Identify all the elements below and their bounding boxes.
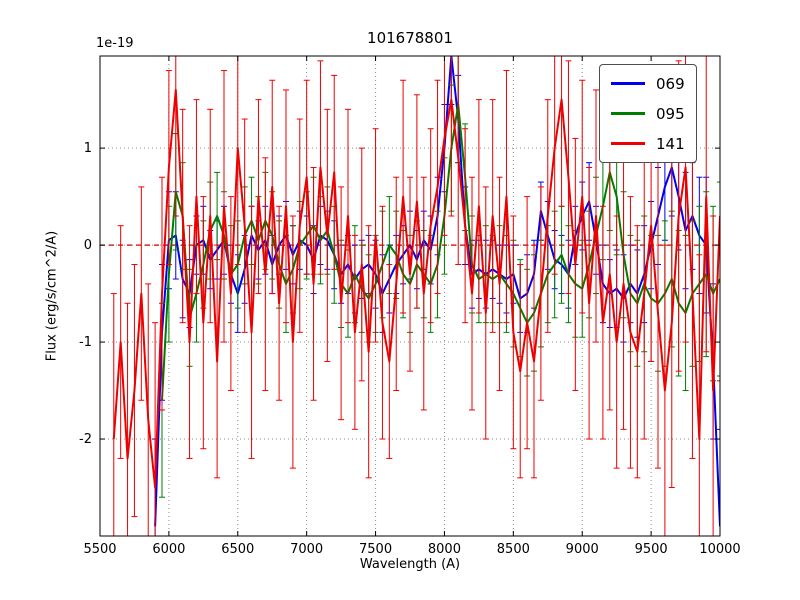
tick-labels: 5500 6000 6500 7000 7500 8000 8500 9000 9500 1000… xyxy=(79,141,741,557)
svg-text:6500: 6500 xyxy=(221,542,254,557)
svg-text:8500: 8500 xyxy=(497,542,530,557)
svg-text:9500: 9500 xyxy=(635,542,668,557)
svg-text:-1: -1 xyxy=(79,335,92,350)
svg-text:7500: 7500 xyxy=(359,542,392,557)
legend-label-095: 095 xyxy=(656,104,685,123)
svg-text:9000: 9000 xyxy=(566,542,599,557)
legend-line-sample-095 xyxy=(611,112,645,115)
svg-text:10000: 10000 xyxy=(699,542,740,557)
svg-text:8000: 8000 xyxy=(428,542,461,557)
legend-item-141: 141 xyxy=(611,132,685,155)
svg-text:7000: 7000 xyxy=(290,542,323,557)
legend-label-069: 069 xyxy=(656,74,685,93)
svg-text:-2: -2 xyxy=(79,432,92,447)
legend: 069 095 141 xyxy=(599,64,697,163)
plot-title: 101678801 xyxy=(367,29,453,47)
legend-line-sample-069 xyxy=(611,82,645,85)
svg-text:1: 1 xyxy=(84,141,92,156)
tick-marks xyxy=(99,56,721,536)
svg-text:5500: 5500 xyxy=(83,542,116,557)
y-axis-label: Flux (erg/s/cm^2/A) xyxy=(44,230,60,362)
series-141 xyxy=(110,56,720,536)
legend-item-095: 095 xyxy=(611,102,685,125)
legend-label-141: 141 xyxy=(656,134,685,153)
x-axis-label: Wavelength (A) xyxy=(359,557,461,572)
legend-item-069: 069 xyxy=(611,72,685,95)
axis-offset-text: 1e-19 xyxy=(96,36,134,51)
legend-line-sample-141 xyxy=(611,142,645,145)
svg-text:6000: 6000 xyxy=(152,542,185,557)
axes-frame xyxy=(99,55,721,537)
svg-text:0: 0 xyxy=(84,238,92,253)
